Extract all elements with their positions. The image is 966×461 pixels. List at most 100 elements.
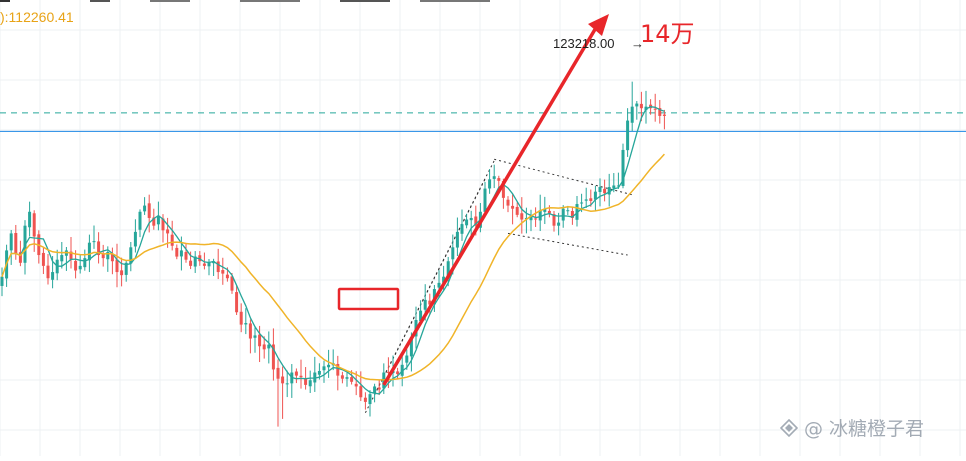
candle-body	[14, 232, 18, 254]
candle-body	[304, 378, 308, 385]
candle-body	[101, 253, 105, 259]
candle-body	[455, 231, 459, 248]
candle-body	[396, 371, 400, 375]
candle-body	[166, 229, 170, 234]
candle-body	[189, 260, 193, 266]
candlesticks	[0, 81, 666, 427]
candle-body	[469, 217, 473, 221]
watermark-text: @ 冰糖橙子君	[804, 418, 925, 440]
candle-body	[598, 187, 602, 192]
candle-body	[184, 252, 188, 260]
moving-averages	[1, 106, 665, 395]
candle-body	[460, 224, 464, 234]
candle-body	[639, 103, 643, 109]
candle-body	[41, 252, 45, 266]
candle-body	[658, 108, 662, 116]
candle-body	[437, 282, 441, 288]
candle-body	[529, 216, 533, 221]
candle-body	[97, 241, 101, 256]
candle-body	[202, 263, 206, 266]
candle-body	[322, 366, 326, 371]
candle-body	[584, 199, 588, 201]
candle-body	[336, 363, 340, 376]
candle-body	[143, 205, 147, 212]
candle-body	[561, 208, 565, 221]
candle-body	[501, 181, 505, 198]
candle-body	[124, 262, 128, 275]
candle-body	[74, 260, 78, 271]
candle-body	[152, 217, 156, 226]
candle-body	[271, 344, 275, 370]
trend-channels	[364, 158, 633, 413]
candle-body	[248, 323, 252, 339]
indicator-header-strip	[0, 0, 520, 3]
candle-body	[662, 114, 666, 116]
peak-price-label: 123218.00	[553, 36, 615, 51]
candle-body	[299, 375, 303, 378]
candle-body	[221, 270, 225, 274]
candle-body	[230, 276, 234, 291]
candle-body	[363, 397, 367, 402]
candle-body	[216, 261, 220, 273]
candle-body	[18, 252, 22, 263]
candle-body	[92, 241, 96, 243]
candle-body	[115, 259, 119, 273]
annotations	[337, 14, 609, 386]
candle-body	[580, 202, 584, 204]
candle-body	[267, 344, 271, 349]
candle-body	[377, 387, 381, 390]
candle-body	[359, 386, 363, 398]
candle-body	[294, 371, 298, 376]
candle-body	[0, 276, 4, 286]
candle-body	[524, 217, 528, 219]
candle-body	[317, 370, 321, 375]
candle-body	[653, 108, 657, 110]
header-strip-graphic	[0, 0, 490, 2]
candle-body	[492, 176, 496, 179]
candle-body	[515, 206, 519, 215]
candle-body	[133, 231, 137, 247]
candle-body	[120, 270, 124, 276]
candle-body	[557, 222, 561, 226]
projection-arrowhead-icon	[588, 14, 609, 36]
candle-body	[368, 394, 372, 405]
ma-value-readout: ):112260.41	[0, 9, 74, 25]
candle-body	[566, 210, 570, 212]
candle-body	[409, 336, 413, 357]
candle-body	[589, 198, 593, 201]
candle-body	[474, 216, 478, 226]
candle-body	[156, 216, 160, 225]
candle-body	[373, 386, 377, 393]
channel-line	[507, 232, 628, 256]
candle-body	[570, 211, 574, 218]
candle-body	[69, 251, 73, 260]
candle-body	[258, 334, 262, 347]
candle-body	[106, 251, 110, 260]
candle-body	[552, 214, 556, 226]
candle-body	[534, 218, 538, 220]
candle-body	[465, 219, 469, 226]
candle-body	[83, 258, 87, 268]
candle-body	[497, 178, 501, 181]
diamond-logo-icon	[780, 418, 798, 437]
candle-body	[161, 218, 165, 231]
candle-body	[626, 120, 630, 151]
candle-body	[32, 213, 36, 237]
candle-body	[603, 188, 607, 194]
candle-body	[547, 210, 551, 214]
projection-arrow-shaft	[382, 25, 599, 386]
candle-body	[285, 383, 289, 385]
candle-body	[78, 265, 82, 270]
candle-body	[110, 253, 114, 262]
candle-body	[386, 371, 390, 373]
candle-body	[225, 274, 229, 279]
peak-arrow-glyph: →	[631, 36, 644, 51]
candle-body	[506, 199, 510, 206]
candle-body	[327, 364, 331, 368]
candle-body	[451, 247, 455, 260]
candle-body	[175, 247, 179, 257]
candle-body	[235, 292, 239, 313]
candle-body	[51, 272, 55, 280]
